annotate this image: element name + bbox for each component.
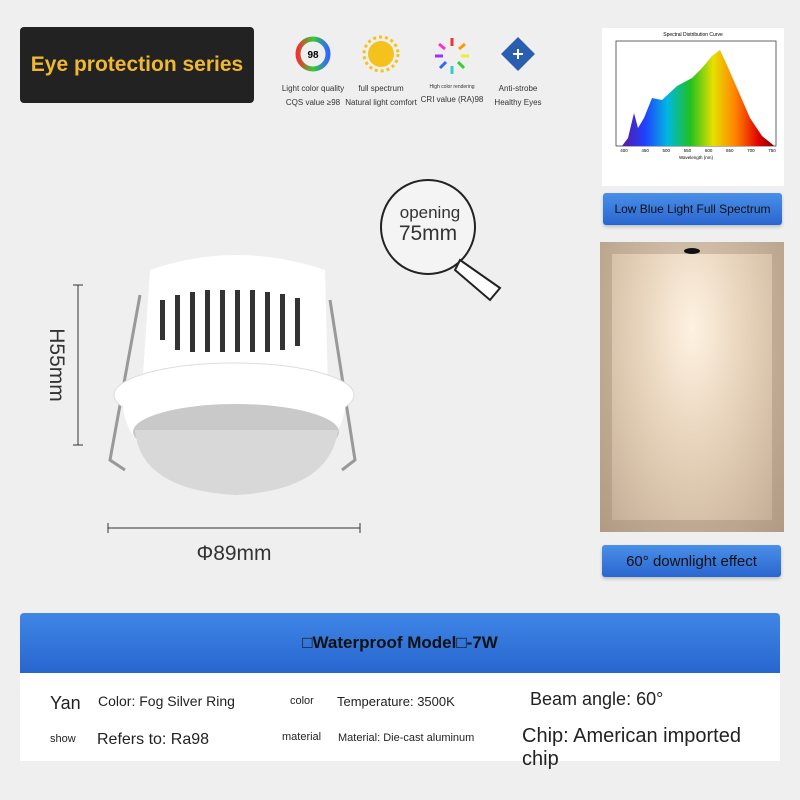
feature: High color rendering CRI value (RA)98 — [412, 34, 492, 104]
feature-subtitle: Natural light comfort — [345, 98, 417, 107]
spec-cell: material — [282, 731, 322, 743]
feature-subtitle: CQS value ≥98 — [285, 98, 341, 107]
spec-cell: color — [290, 695, 314, 707]
spec-cell: Temperature: 3500K — [337, 694, 455, 709]
spectrum-x-label: Wavelength (nm) — [679, 155, 714, 160]
feature-icon — [501, 37, 535, 71]
spectrum-x-tick: 400 — [620, 148, 628, 153]
spec-cell: Material: Die-cast aluminum — [338, 732, 475, 744]
spec-cell: Chip: American imported chip — [522, 725, 741, 770]
spec-table: Yan Color: Fog Silver Ring color Tempera… — [20, 673, 780, 770]
spec-cell: Refers to: Ra98 — [97, 731, 210, 748]
spectrum-x-tick: 650 — [726, 148, 734, 153]
opening-label: opening — [400, 203, 461, 222]
product-drawing: opening 75mm H55mm Φ89mm — [45, 179, 502, 565]
spectrum-x-tick: 750 — [768, 148, 776, 153]
feature-subtitle: Healthy Eyes — [494, 98, 542, 107]
downlight-photo — [600, 242, 784, 532]
feature-subtitle: CRI value (RA)98 — [420, 95, 484, 104]
feature: full spectrum Natural light comfort — [341, 34, 421, 107]
spec-banner: □Waterproof Model□-7W — [20, 613, 780, 673]
feature-icon: 98 — [295, 36, 331, 72]
spectrum-x-tick: 600 — [705, 148, 713, 153]
spectrum-chart: Spectral Distribution Curve 400 450 500 550… — [602, 28, 784, 186]
feature-title: full spectrum — [358, 84, 404, 93]
spectrum-title: Spectral Distribution Curve — [663, 32, 723, 38]
spectrum-caption: Low Blue Light Full Spectrum — [603, 193, 782, 225]
feature-title: Anti-strobe — [498, 84, 538, 93]
feature-title: Light color quality — [281, 84, 345, 93]
feature-title: High color rendering — [429, 84, 475, 90]
spec-cell: Color: Fog Silver Ring — [98, 693, 235, 709]
spec-cell: Yan — [50, 693, 81, 713]
badge: 98 — [307, 50, 319, 61]
feature: 98 Light color quality CQS value ≥98 — [273, 34, 353, 107]
spectrum-x-tick: 550 — [684, 148, 692, 153]
feature-icon — [362, 35, 400, 73]
series-title: Eye protection series — [20, 27, 254, 103]
feature: Anti-strobe Healthy Eyes — [478, 34, 558, 107]
spec-cell: show — [50, 733, 76, 745]
height-label: H55mm — [45, 328, 68, 402]
opening-value: 75mm — [399, 222, 457, 245]
feature-icon — [435, 38, 469, 74]
spec-cell: Beam angle: 60° — [530, 689, 664, 709]
effect-caption: 60° downlight effect — [602, 545, 781, 577]
spectrum-x-tick: 450 — [641, 148, 649, 153]
spectrum-x-tick: 500 — [663, 148, 671, 153]
diameter-label: Φ89mm — [196, 542, 271, 565]
spectrum-x-tick: 700 — [747, 148, 755, 153]
